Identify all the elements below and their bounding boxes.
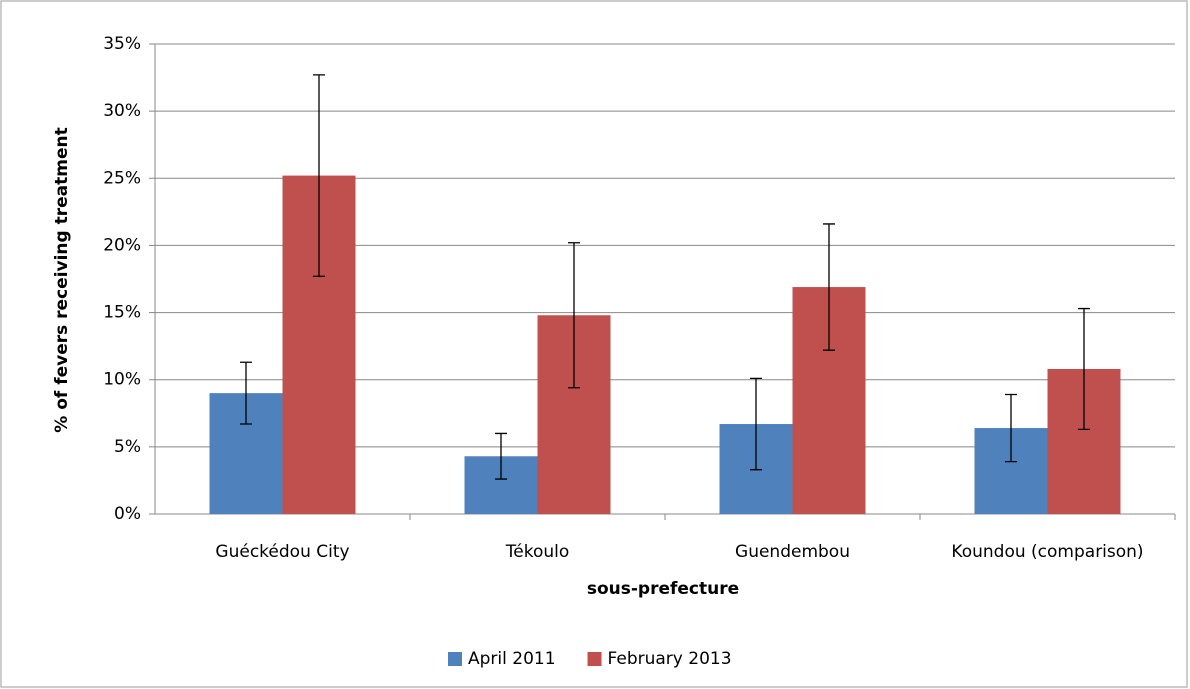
x-tick-label: Guéckédou City bbox=[215, 542, 349, 562]
y-tick-label: 20% bbox=[103, 235, 141, 255]
legend-label: February 2013 bbox=[608, 649, 732, 669]
x-tick-label: Tékoulo bbox=[505, 542, 570, 562]
y-tick-label: 15% bbox=[103, 303, 141, 323]
error-bar bbox=[823, 223, 835, 351]
error-bar bbox=[240, 361, 252, 425]
x-tick-label: Guendembou bbox=[735, 542, 850, 562]
error-bar bbox=[750, 377, 762, 471]
error-bar bbox=[568, 242, 580, 389]
y-tick-label: 35% bbox=[103, 34, 141, 54]
error-bar bbox=[1078, 307, 1090, 431]
error-bar bbox=[313, 74, 325, 277]
y-tick-label: 25% bbox=[103, 168, 141, 188]
y-tick-label: 30% bbox=[103, 101, 141, 121]
x-tick-label: Koundou (comparison) bbox=[951, 542, 1143, 562]
legend-swatch bbox=[587, 652, 602, 666]
legend-label: April 2011 bbox=[468, 649, 556, 669]
legend-swatch bbox=[448, 652, 462, 666]
y-axis-label: % of fevers receiving treatment bbox=[52, 127, 72, 432]
y-tick-label: 10% bbox=[103, 370, 141, 390]
error-bar bbox=[495, 432, 507, 480]
error-bar bbox=[1005, 393, 1017, 463]
y-tick-label: 5% bbox=[114, 437, 141, 457]
x-axis-label: sous-prefecture bbox=[587, 579, 739, 599]
y-tick-label: 0% bbox=[114, 504, 141, 524]
